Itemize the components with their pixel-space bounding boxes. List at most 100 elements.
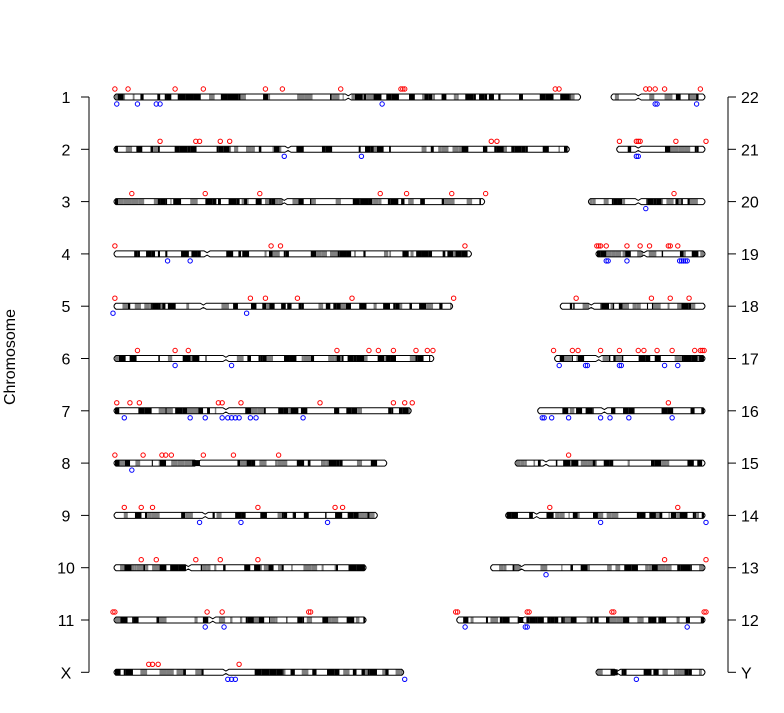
chromosome-outline [113,459,388,467]
cytoband [558,146,560,153]
marker-above [168,452,175,458]
left-tick-label: 8 [62,456,71,473]
cytoband [385,669,389,676]
cytoband [450,303,452,310]
marker-above [609,609,615,615]
cytoband [606,617,610,623]
marker-below [633,153,640,160]
left-tick-label: X [61,665,72,682]
cytoband [329,250,338,257]
marker-below [281,153,287,160]
cytoband [674,355,682,362]
cytoband [296,146,304,153]
cytoband [298,198,304,205]
cytoband [526,617,530,623]
cytoband [131,564,135,571]
cytoband [577,355,585,362]
cytoband [592,460,596,467]
cytoband [615,250,622,257]
cytoband [170,564,179,571]
marker-above [646,86,653,92]
cytoband [119,460,125,467]
cytoband [667,303,670,310]
marker-above [648,295,655,301]
marker-below [680,258,687,264]
cytoband [124,564,132,571]
cytoband [622,250,626,257]
marker-above [686,295,692,301]
right-tick-label: 13 [741,561,759,578]
chromosome-16 [536,407,706,415]
cytoband [659,617,662,623]
cytoband [186,303,190,310]
chromosome-outline [456,616,706,624]
cytoband [633,407,635,414]
chromosome-outline [595,250,706,258]
cytoband [444,198,452,205]
cytoband [332,94,340,100]
marker-below [643,205,649,212]
cytoband [631,564,638,571]
cytoband [465,94,474,100]
cytoband [346,617,355,623]
cytoband [195,669,202,676]
cytoband [596,250,601,257]
cytoband [559,355,565,362]
marker-above [624,243,630,249]
cytoband [613,355,616,362]
marker-above [366,347,372,354]
marker-above [637,138,643,145]
cytoband [218,146,224,153]
cytoband [426,303,434,310]
marker-above [149,661,156,667]
cytoband [569,303,573,310]
chromosome-outline [595,668,706,676]
cytoband [622,303,629,310]
cytoband [653,669,659,676]
cytoband [586,617,591,623]
marker-above [390,400,397,406]
cytoband [291,564,293,571]
cytoband [173,198,182,205]
cytoband [401,198,405,205]
cytoband [340,303,347,310]
cytoband [261,669,270,676]
cytoband [370,460,378,467]
cytoband [361,669,365,676]
cytoband [699,355,704,362]
cytoband [499,617,503,623]
cytoband [623,669,627,676]
marker-above [424,347,430,354]
cytoband [159,669,167,676]
cytoband [303,512,309,519]
cytoband [562,407,569,414]
cytoband [165,250,168,257]
cytoband [580,460,588,467]
cytoband [661,407,668,414]
cytoband [611,407,616,414]
marker-above [339,504,346,511]
cytoband [601,303,610,310]
marker-below [219,415,225,421]
cytoband [184,460,193,467]
cytoband [563,460,571,467]
marker-above [112,452,118,458]
cytoband [285,250,289,257]
cytoband [362,94,364,100]
left-tick-label: 2 [62,142,71,159]
cytoband [563,617,565,623]
cytoband [571,460,579,467]
cytoband [519,94,523,100]
cytoband [577,512,580,519]
cytoband [684,146,691,153]
marker-above [699,347,705,354]
marker-below [522,624,529,630]
cytoband [263,564,269,571]
cytoband [233,303,238,310]
cytoband [659,512,663,519]
cytoband [546,512,554,519]
cytoband [623,407,629,414]
cytoband [297,94,305,100]
marker-below [202,415,208,421]
cytoband [325,303,331,310]
